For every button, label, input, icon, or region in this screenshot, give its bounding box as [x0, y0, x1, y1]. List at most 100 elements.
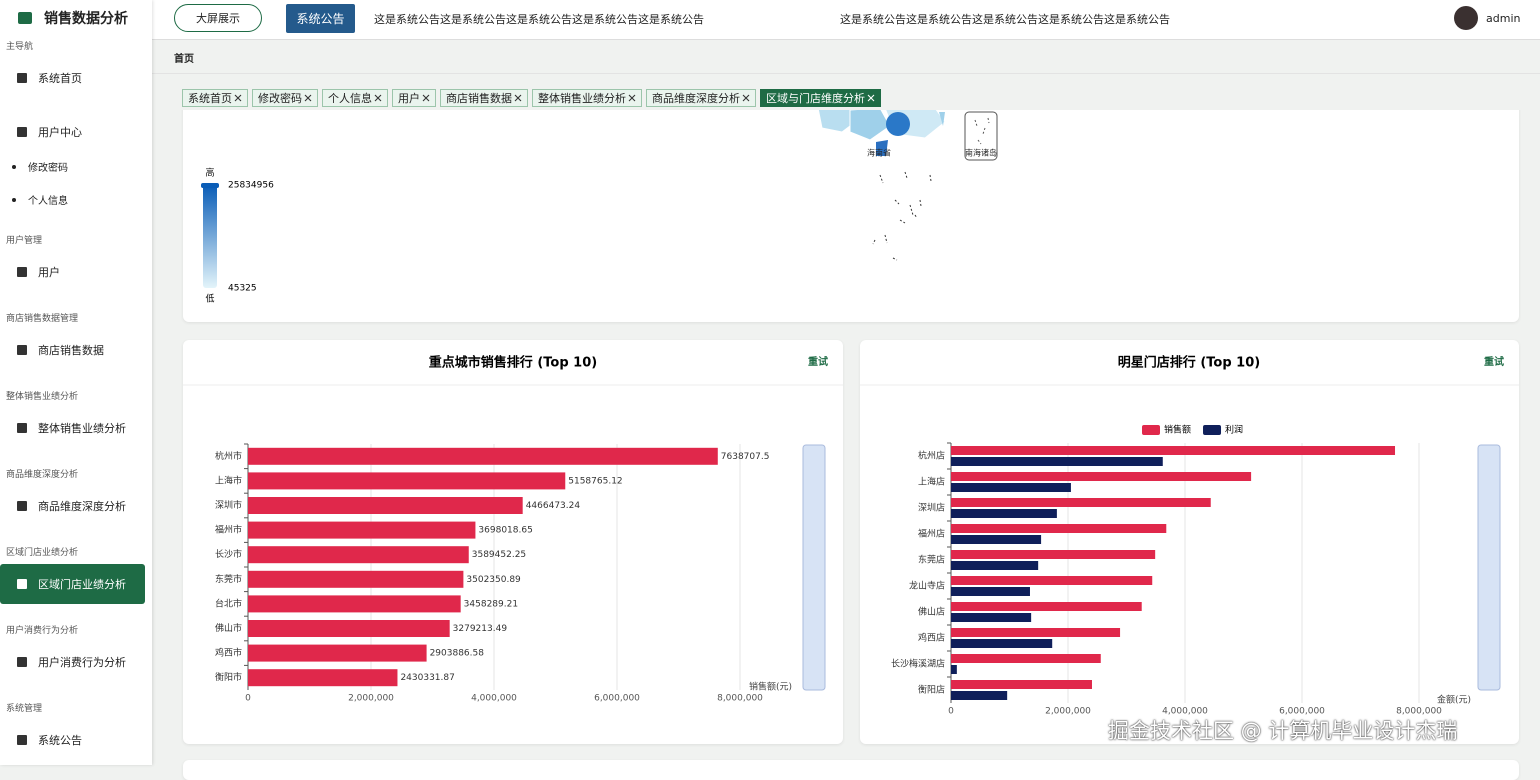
bar: [951, 691, 1008, 700]
y-tick-label: 衡阳店: [918, 684, 945, 696]
tab-label: 整体销售业绩分析: [538, 92, 626, 105]
nav-label: 用户中心: [38, 126, 82, 139]
nav-group-label: 主导航: [6, 42, 34, 52]
nav-item[interactable]: 系统首页: [0, 58, 145, 98]
tab[interactable]: 区域与门店维度分析: [760, 89, 881, 107]
chart-title: 明星门店排行 (Top 10): [1118, 355, 1260, 371]
y-tick-label: 福州市: [215, 524, 242, 536]
bar: [248, 595, 461, 613]
data-label: 2430331.87: [400, 673, 454, 683]
y-tick-label: 鸡西市: [215, 647, 242, 659]
nav-label: 系统首页: [38, 72, 82, 85]
brand-icon: [18, 12, 32, 24]
nav-item[interactable]: 区域门店业绩分析: [0, 564, 145, 604]
y-tick-label: 东莞店: [918, 554, 945, 566]
tab-close[interactable]: [742, 94, 750, 102]
y-tick-label: 深圳市: [215, 499, 242, 511]
map-label: 海南省: [867, 148, 891, 158]
nav-subitem[interactable]: 修改密码: [0, 150, 152, 183]
retry-button[interactable]: 重试: [1484, 355, 1504, 368]
bar: [951, 509, 1057, 518]
header: 大屏展示 系统公告 这是系统公告这是系统公告这是系统公告这是系统公告这是系统公告…: [152, 0, 1540, 40]
x-tick-label: 2,000,000: [348, 694, 394, 704]
tab-label: 用户: [398, 92, 420, 105]
nav-icon: [17, 127, 27, 137]
tab[interactable]: 系统首页: [182, 89, 248, 107]
data-label: 5158765.12: [568, 476, 622, 486]
tab-close[interactable]: [422, 94, 430, 102]
tab-label: 商品维度深度分析: [652, 92, 740, 105]
bar: [951, 639, 1053, 648]
nav-label: 商店销售数据: [38, 344, 104, 357]
tab-close[interactable]: [234, 94, 242, 102]
x-tick-label: 0: [948, 707, 954, 717]
y-tick-label: 台北市: [215, 597, 242, 609]
bar: [248, 570, 464, 588]
nav-icon: [17, 657, 27, 667]
nav-subitem[interactable]: 个人信息: [0, 183, 152, 216]
tab-close[interactable]: [514, 94, 522, 102]
avatar[interactable]: [1454, 6, 1478, 30]
tab[interactable]: 整体销售业绩分析: [532, 89, 642, 107]
bar: [951, 446, 1396, 455]
nav-item[interactable]: 用户: [0, 252, 145, 292]
nav-item[interactable]: 商店销售数据: [0, 330, 145, 370]
user-name[interactable]: admin: [1486, 12, 1521, 25]
visual-map-max: 25834956: [228, 181, 274, 191]
visual-map-handle: [201, 183, 219, 188]
nav-item[interactable]: 整体销售业绩分析: [0, 408, 145, 448]
notice-button[interactable]: 系统公告: [286, 4, 355, 33]
nav-group-label: 用户消费行为分析: [6, 626, 79, 636]
bar: [951, 602, 1142, 611]
nav-icon: [17, 267, 27, 277]
nav: 主导航 系统首页 用户中心 修改密码 个人信息 用户管理 用户 商店销售数据管理 商店销售数据整…: [0, 36, 152, 760]
bar: [951, 680, 1092, 689]
nav-icon: [17, 579, 27, 589]
nav-icon: [17, 423, 27, 433]
y-tick-label: 佛山店: [918, 606, 945, 618]
bar: [951, 498, 1211, 507]
nav-item[interactable]: 系统公告: [0, 720, 145, 760]
nav-item[interactable]: 商品维度深度分析: [0, 486, 145, 526]
data-label: 7638707.5: [721, 452, 770, 462]
notice-text: 这是系统公告这是系统公告这是系统公告这是系统公告这是系统公告: [374, 13, 704, 26]
nav-icon: [17, 345, 27, 355]
nav-item[interactable]: 用户中心: [0, 114, 145, 150]
y-tick-label: 龙山寺店: [909, 580, 945, 592]
watermark: 掘金技术社区 @ 计算机毕业设计杰瑞: [1108, 719, 1458, 743]
tab[interactable]: 修改密码: [252, 89, 318, 107]
map-shape: [817, 107, 998, 261]
brand: 销售数据分析: [0, 0, 152, 36]
tab-close[interactable]: [867, 94, 875, 102]
visual-map-high: 高: [205, 167, 214, 179]
bar: [951, 613, 1032, 622]
y-tick-label: 佛山市: [215, 622, 242, 634]
bar: [248, 447, 718, 465]
bar: [951, 472, 1252, 481]
tab-close[interactable]: [374, 94, 382, 102]
tab[interactable]: 个人信息: [322, 89, 388, 107]
tab-close[interactable]: [304, 94, 312, 102]
tab[interactable]: 商品维度深度分析: [646, 89, 756, 107]
x-tick-label: 6,000,000: [594, 694, 640, 704]
nav-item[interactable]: 用户消费行为分析: [0, 642, 145, 682]
legend-swatch: [1142, 425, 1160, 435]
retry-button[interactable]: 重试: [808, 355, 828, 368]
tab-close[interactable]: [628, 94, 636, 102]
tab[interactable]: 商店销售数据: [440, 89, 528, 107]
bar: [248, 546, 469, 564]
tab[interactable]: 用户: [392, 89, 436, 107]
bar: [248, 472, 566, 490]
bar: [951, 550, 1156, 559]
x-tick-label: 6,000,000: [1279, 707, 1325, 717]
brand-title: 销售数据分析: [44, 11, 128, 27]
bar: [951, 665, 957, 674]
y-tick-label: 鸡西店: [918, 632, 945, 644]
legend-swatch: [1203, 425, 1222, 435]
x-tick-label: 4,000,000: [471, 694, 517, 704]
data-label: 3458289.21: [464, 599, 518, 609]
bar: [248, 497, 523, 514]
big-screen-button[interactable]: 大屏展示: [174, 4, 262, 32]
